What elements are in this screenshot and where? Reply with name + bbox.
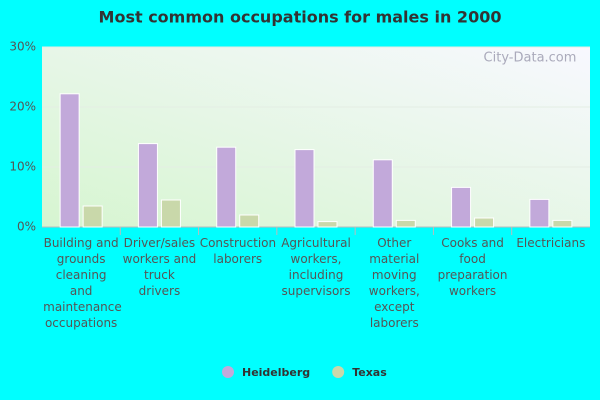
- bar: [474, 217, 495, 228]
- bar: [82, 205, 103, 228]
- bar: [59, 93, 80, 228]
- x-tick-label: Building and grounds cleaning and mainte…: [43, 236, 122, 330]
- y-tick-label: 10%: [9, 160, 36, 174]
- x-tick-label: Driver/sales workers and truck drivers: [122, 236, 197, 298]
- bar: [451, 186, 472, 228]
- bar: [317, 221, 338, 228]
- y-tick-label: 0%: [17, 220, 36, 234]
- y-tick-label: 20%: [9, 100, 36, 114]
- bar: [552, 219, 573, 228]
- x-tick-label: Construction laborers: [199, 236, 277, 266]
- bar: [160, 199, 181, 228]
- watermark: City-Data.com: [484, 51, 577, 66]
- bar: [395, 219, 416, 228]
- x-tick-label: Cooks and food preparation workers: [437, 236, 508, 298]
- bar: [372, 159, 393, 228]
- legend-label: Texas: [352, 366, 387, 379]
- x-tick-label: Agricultural workers, including supervis…: [281, 236, 351, 298]
- y-tick-label: 30%: [9, 40, 36, 54]
- x-tick-label: Electricians: [516, 236, 586, 250]
- legend-label: Heidelberg: [242, 366, 310, 379]
- chart-title: Most common occupations for males in 200…: [99, 8, 502, 27]
- bar: [529, 198, 550, 228]
- bar: [294, 149, 315, 228]
- bar: [137, 143, 158, 228]
- bar: [216, 146, 237, 228]
- bar: [239, 214, 260, 228]
- legend-swatch: [222, 366, 234, 378]
- legend-swatch: [332, 366, 345, 378]
- plot-area: [42, 47, 590, 227]
- x-tick-label: Other material moving workers, except la…: [368, 236, 420, 330]
